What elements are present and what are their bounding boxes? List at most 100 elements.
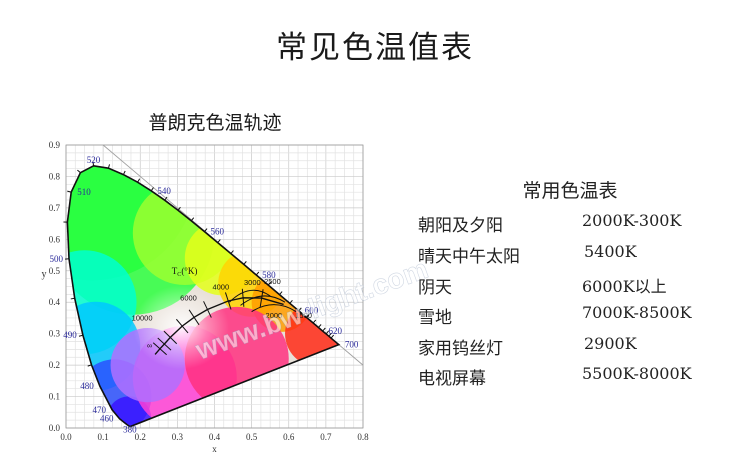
wavelength-label: 460 [100, 414, 114, 424]
temperature-label: 2500 [264, 277, 281, 286]
locus-tick [243, 261, 247, 265]
page-title: 常见色温值表 [276, 30, 474, 66]
locus-tick [328, 332, 332, 337]
locus-tick [107, 164, 111, 169]
locus-tick [325, 330, 330, 335]
wavelength-label: 470 [93, 405, 107, 415]
isotherm-line [241, 288, 245, 307]
row-value: 7000K-8500K [582, 303, 692, 322]
locus-tick [77, 169, 81, 174]
y-axis-label: y [42, 269, 47, 280]
planckian-locus: ∞ 10000 6000 4000 3000 2500 2000 1500 TC(°K) [132, 266, 312, 356]
x-tick-label: 0.5 [246, 432, 258, 442]
table-title: 常用色温表 [522, 180, 618, 202]
wavelength-label: 620 [329, 326, 343, 336]
y-tick-label: 0.2 [49, 360, 60, 370]
table-row: 阴天 6000K以上 [418, 273, 738, 298]
isotherm-line [163, 330, 178, 345]
locus-tick [122, 170, 126, 175]
temperature-label: 3000 [244, 278, 261, 287]
temperature-label: 1500 [295, 311, 312, 320]
x-tick-label: 0.0 [60, 432, 72, 442]
locus-tick [312, 319, 317, 324]
chart-title: 普朗克色温轨迹 [148, 112, 282, 134]
locus-tick [217, 239, 221, 243]
table-row: 朝阳及夕阳 2000K-300K [418, 211, 738, 236]
locus-tick [164, 196, 168, 201]
locus-tick [150, 187, 154, 192]
row-value: 6000K以上 [582, 277, 667, 296]
locus-label: TC(°K) [172, 266, 198, 278]
x-tick-label: 0.4 [209, 432, 221, 442]
x-tick-label: 0.7 [320, 432, 332, 442]
locus-tick [70, 297, 75, 300]
y-tick-label: 0.6 [49, 234, 61, 244]
isotherm-arc [251, 304, 297, 313]
locus-tick [322, 327, 326, 332]
wavelength-label: 580 [262, 270, 276, 280]
locus-label-sub: C [177, 272, 181, 278]
row-name: 阴天 [418, 278, 452, 298]
chart-axes: 0.0 0.1 0.2 0.3 0.4 0.5 0.6 0.7 0.8 0.0 0.1 0.2 0.3 0… [42, 140, 370, 454]
isotherm-arc [240, 295, 286, 306]
wavelength-label: 500 [49, 254, 63, 264]
x-tick-label: 0.8 [357, 432, 369, 442]
isotherm-line [157, 337, 172, 351]
y-tick-label: 0.5 [49, 266, 61, 276]
locus-tick [279, 291, 283, 295]
locus-tick [267, 281, 272, 286]
isotherm-arc [228, 289, 271, 303]
wavelength-label: 490 [63, 330, 77, 340]
row-name: 晴天中午太阳 [418, 247, 520, 267]
table-row: 雪地 7000K-8500K [418, 303, 738, 328]
isotherm-line [203, 301, 212, 318]
locus-tick [230, 250, 234, 254]
locus-tick [190, 217, 195, 222]
locus-tick [204, 228, 208, 232]
wavelength-label: 510 [77, 187, 91, 197]
wavelength-label: 700 [345, 340, 359, 350]
isotherm-line [176, 318, 189, 334]
row-value: 2900K [584, 334, 637, 353]
locus-tick [137, 178, 141, 183]
locus-tick [177, 206, 181, 211]
temperature-label: 10000 [132, 313, 153, 322]
temperature-label: 6000 [180, 294, 197, 303]
wavelength-label: 520 [87, 155, 101, 165]
x-tick-label: 0.2 [135, 432, 146, 442]
locus-tick [87, 364, 92, 367]
y-tick-label: 0.1 [49, 392, 60, 402]
plot-frame [65, 144, 364, 429]
y-tick-label: 0.0 [49, 423, 61, 433]
isotherm-line [152, 342, 167, 356]
locus-tick [330, 334, 335, 339]
wavelength-label: 540 [157, 186, 171, 196]
isotherm-line [224, 292, 232, 310]
wavelength-label: 600 [305, 306, 319, 316]
wavelength-label: 560 [210, 226, 224, 236]
table-row: 电视屏幕 5500K-8000K [418, 364, 738, 389]
locus-tick [298, 307, 302, 312]
locus-tick [78, 334, 83, 337]
x-tick-label: 0.1 [98, 432, 109, 442]
y-tick-label: 0.3 [49, 329, 61, 339]
y-tick-label: 0.4 [49, 297, 61, 307]
locus-tick [67, 190, 72, 193]
x-axis-label: x [212, 444, 217, 454]
wavelength-label: 480 [80, 381, 94, 391]
temperature-label: 4000 [212, 283, 229, 292]
isotherm-line [188, 309, 200, 326]
locus-label-unit: (°K) [181, 266, 197, 276]
locus-tick [318, 324, 322, 328]
table-row: 家用钨丝灯 2900K [418, 334, 738, 359]
row-value: 2000K-300K [582, 211, 682, 230]
x-tick-label: 0.3 [172, 432, 184, 442]
temperature-label: 2000 [266, 311, 283, 320]
wavelength-label: 380 [123, 424, 137, 434]
row-value: 5500K-8000K [582, 364, 692, 383]
y-tick-label: 0.9 [49, 140, 61, 150]
locus-tick [92, 161, 95, 166]
locus-label-t: T [172, 266, 178, 276]
spectral-locus-line [66, 164, 341, 428]
